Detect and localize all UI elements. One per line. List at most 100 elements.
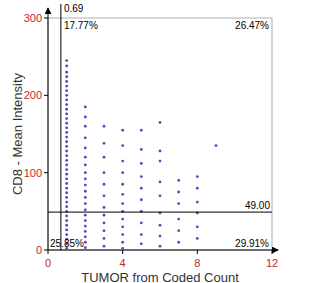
point — [159, 181, 162, 184]
point — [103, 183, 106, 186]
point — [159, 245, 162, 248]
x-tick-label: 0 — [45, 257, 51, 269]
point — [84, 171, 87, 174]
point — [159, 160, 162, 163]
point — [65, 154, 68, 157]
point — [103, 206, 106, 209]
x-tick-label: 12 — [266, 257, 278, 269]
point — [65, 71, 68, 74]
y-gate-label: 49.00 — [245, 200, 270, 211]
y-tick — [44, 250, 48, 251]
quadrant-label: 25.85% — [50, 238, 84, 249]
point — [65, 196, 68, 199]
point — [84, 196, 87, 199]
chart: 048120100200300TUMOR from Coded CountCD8… — [0, 0, 320, 283]
point — [84, 136, 87, 139]
x-tick-label: 4 — [120, 257, 126, 269]
x-tick — [272, 250, 273, 254]
point — [84, 230, 87, 233]
quadrant-label: 17.77% — [64, 20, 98, 31]
point — [121, 183, 124, 186]
point — [65, 126, 68, 129]
y-tick — [44, 18, 48, 19]
point — [65, 224, 68, 227]
point — [65, 112, 68, 115]
point — [65, 122, 68, 125]
point — [196, 175, 199, 178]
point — [84, 190, 87, 193]
point — [103, 171, 106, 174]
point — [84, 164, 87, 167]
point — [84, 202, 87, 205]
point — [65, 191, 68, 194]
point — [65, 94, 68, 97]
point — [65, 205, 68, 208]
point — [84, 106, 87, 109]
point — [103, 237, 106, 240]
y-tick — [44, 172, 48, 173]
point — [65, 99, 68, 102]
point — [84, 116, 87, 119]
point — [65, 233, 68, 236]
point — [215, 144, 218, 147]
point — [140, 222, 143, 225]
point — [84, 125, 87, 128]
point — [65, 117, 68, 120]
point — [140, 148, 143, 151]
point — [121, 144, 124, 147]
point — [177, 179, 180, 182]
point — [65, 164, 68, 167]
y-axis — [48, 8, 49, 250]
x-tick — [197, 250, 198, 254]
point — [177, 229, 180, 232]
y-axis-title: CD8 - Mean Intensity — [10, 72, 25, 195]
point — [121, 247, 124, 250]
point — [140, 198, 143, 201]
point — [159, 150, 162, 153]
point — [65, 59, 68, 62]
point — [196, 225, 199, 228]
point — [196, 187, 199, 190]
point — [103, 125, 106, 128]
point — [65, 131, 68, 134]
point — [121, 225, 124, 228]
point — [65, 215, 68, 218]
plot-frame — [48, 18, 272, 250]
point — [84, 214, 87, 217]
point — [177, 191, 180, 194]
x-axis-title: TUMOR from Coded Count — [81, 270, 239, 283]
point — [103, 214, 106, 217]
point — [177, 218, 180, 221]
point — [140, 162, 143, 165]
point — [84, 156, 87, 159]
point — [103, 222, 106, 225]
point — [140, 233, 143, 236]
point — [159, 194, 162, 197]
point — [65, 173, 68, 176]
point — [84, 241, 87, 244]
point — [65, 228, 68, 231]
point — [121, 171, 124, 174]
y-gate-line — [48, 212, 272, 213]
point — [65, 150, 68, 153]
point — [65, 140, 68, 143]
y-tick-label: 0 — [36, 244, 42, 256]
point — [65, 219, 68, 222]
point — [65, 168, 68, 171]
point — [159, 224, 162, 227]
point — [65, 80, 68, 83]
point — [65, 103, 68, 106]
point — [84, 147, 87, 150]
point — [65, 201, 68, 204]
point — [140, 129, 143, 132]
point — [196, 201, 199, 204]
point — [84, 246, 87, 249]
point — [103, 142, 106, 145]
point — [65, 108, 68, 111]
point — [103, 156, 106, 159]
point — [65, 145, 68, 148]
quadrant-label: 29.91% — [235, 238, 269, 249]
x-gate-label: 0.69 — [64, 3, 84, 14]
y-tick-label: 300 — [24, 12, 42, 24]
point — [121, 218, 124, 221]
